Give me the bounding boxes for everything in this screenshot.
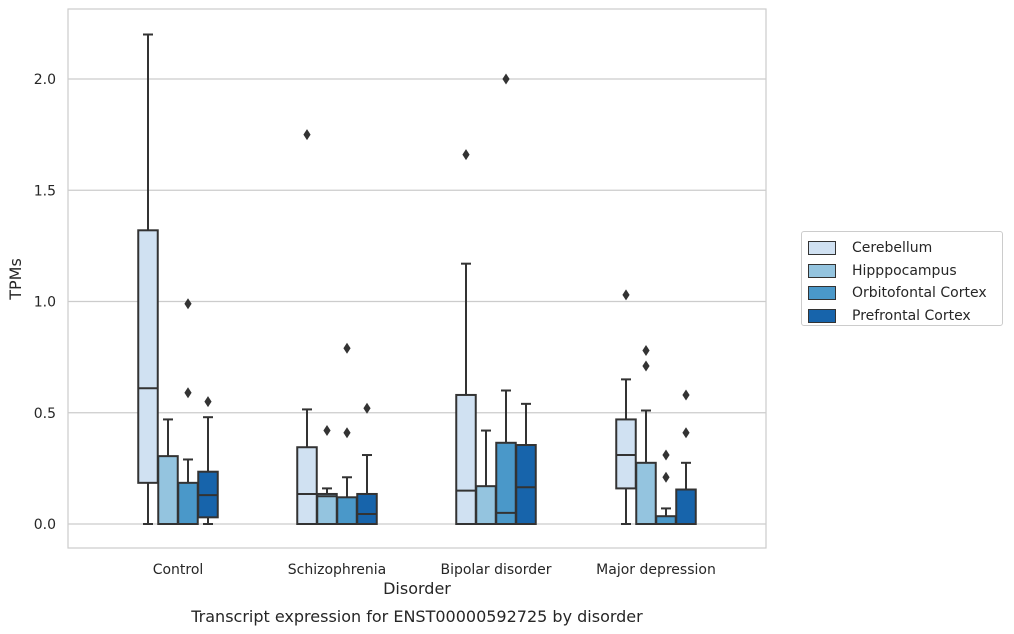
outlier-point — [682, 427, 690, 439]
box-cerebellum — [455, 149, 477, 526]
iqr-box — [137, 229, 159, 484]
x-tick-label: Schizophrenia — [288, 562, 386, 578]
box-orbitofontal-cortex — [177, 298, 199, 525]
legend-label: Orbitofontal Cortex — [852, 285, 987, 302]
box-prefrontal-cortex — [197, 396, 219, 525]
box-orbitofontal-cortex — [336, 342, 358, 525]
outlier-point — [662, 449, 670, 461]
legend-swatch — [808, 286, 836, 301]
y-axis-label: TPMs — [6, 258, 25, 301]
x-tick-labels: Control Schizophrenia Bipolar disorder Majo… — [153, 562, 716, 578]
figure-caption: Transcript expression for ENST0000059272… — [191, 607, 643, 626]
legend-item: Prefrontal Cortex — [808, 305, 1002, 328]
outlier-point — [204, 396, 212, 408]
boxes-layer — [137, 33, 697, 526]
box-orbitofontal-cortex — [655, 449, 677, 526]
outlier-point — [323, 425, 331, 437]
outlier-point — [642, 344, 650, 356]
iqr-box — [675, 488, 697, 526]
iqr-box — [336, 496, 358, 525]
legend-label: Prefrontal Cortex — [852, 307, 971, 324]
box-hipppocampus — [157, 418, 179, 526]
iqr-box — [495, 441, 517, 526]
legend-item: Hipppocampus — [808, 260, 1002, 283]
x-axis-label: Disorder — [383, 579, 451, 598]
y-tick-label: 0.0 — [34, 517, 56, 533]
outlier-point — [682, 389, 690, 401]
iqr-box — [475, 485, 497, 525]
legend-swatch — [808, 308, 836, 323]
iqr-box — [296, 446, 318, 525]
outlier-point — [622, 289, 630, 301]
y-tick-label: 1.5 — [34, 183, 56, 199]
legend: Cerebellum Hipppocampus Orbitofontal Corte… — [801, 231, 1003, 326]
box-prefrontal-cortex — [675, 389, 697, 526]
outlier-point — [363, 402, 371, 414]
y-tick-label: 2.0 — [34, 72, 56, 88]
iqr-box — [157, 455, 179, 526]
outlier-point — [662, 471, 670, 483]
iqr-box — [455, 393, 477, 526]
box-orbitofontal-cortex — [495, 73, 517, 526]
plot-frame — [67, 8, 767, 549]
legend-item: Orbitofontal Cortex — [808, 282, 1002, 305]
box-hipppocampus — [635, 344, 657, 525]
iqr-box — [615, 418, 637, 490]
outlier-point — [184, 298, 192, 310]
iqr-box — [655, 515, 677, 526]
box-hipppocampus — [475, 429, 497, 525]
outlier-point — [502, 73, 510, 85]
y-tick-label: 0.5 — [34, 406, 56, 422]
iqr-box — [635, 461, 657, 525]
y-tick-labels: 0.0 0.5 1.0 1.5 2.0 — [34, 72, 56, 533]
outlier-point — [303, 129, 311, 141]
iqr-box — [177, 481, 199, 525]
box-cerebellum — [296, 129, 318, 525]
legend-label: Cerebellum — [852, 240, 933, 257]
x-tick-label: Bipolar disorder — [440, 562, 551, 578]
box-prefrontal-cortex — [515, 402, 537, 526]
iqr-box — [316, 492, 338, 525]
outlier-point — [184, 387, 192, 399]
legend-swatch — [808, 263, 836, 278]
iqr-box — [356, 492, 378, 525]
legend-swatch — [808, 241, 836, 256]
box-cerebellum — [137, 33, 159, 525]
outlier-point — [343, 342, 351, 354]
outlier-point — [343, 427, 351, 439]
y-tick-label: 1.0 — [34, 295, 56, 311]
iqr-box — [515, 444, 537, 526]
legend-label: Hipppocampus — [852, 262, 957, 279]
x-tick-label: Major depression — [596, 562, 716, 578]
legend-item: Cerebellum — [808, 237, 1002, 260]
outlier-point — [462, 149, 470, 161]
box-prefrontal-cortex — [356, 402, 378, 525]
x-tick-label: Control — [153, 562, 204, 578]
box-cerebellum — [615, 289, 637, 525]
outlier-point — [642, 360, 650, 372]
